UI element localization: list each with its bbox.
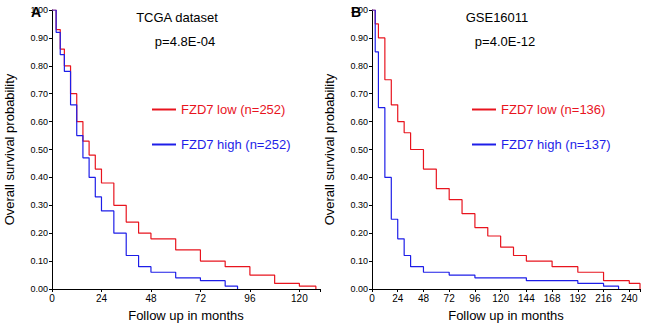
- svg-text:24: 24: [96, 293, 108, 304]
- svg-text:0.70: 0.70: [30, 89, 48, 99]
- svg-text:TCGA dataset: TCGA dataset: [136, 10, 218, 25]
- svg-text:FZD7 low (n=136): FZD7 low (n=136): [501, 102, 605, 117]
- svg-text:96: 96: [244, 293, 256, 304]
- svg-text:0.20: 0.20: [30, 228, 48, 238]
- svg-text:0.60: 0.60: [30, 117, 48, 127]
- svg-text:48: 48: [145, 293, 157, 304]
- svg-text:0.00: 0.00: [30, 284, 48, 294]
- svg-text:0.40: 0.40: [350, 172, 368, 182]
- svg-text:0.70: 0.70: [350, 89, 368, 99]
- svg-text:p=4.0E-12: p=4.0E-12: [475, 34, 535, 49]
- svg-text:0.40: 0.40: [30, 172, 48, 182]
- svg-text:72: 72: [195, 293, 207, 304]
- svg-text:216: 216: [595, 293, 612, 304]
- svg-text:0.10: 0.10: [30, 256, 48, 266]
- svg-text:24: 24: [392, 293, 404, 304]
- svg-text:96: 96: [469, 293, 481, 304]
- svg-text:240: 240: [621, 293, 638, 304]
- svg-text:120: 120: [291, 293, 308, 304]
- svg-text:192: 192: [569, 293, 586, 304]
- svg-text:0.30: 0.30: [30, 200, 48, 210]
- svg-text:144: 144: [518, 293, 535, 304]
- svg-text:0.10: 0.10: [350, 256, 368, 266]
- svg-text:0.00: 0.00: [350, 284, 368, 294]
- svg-text:0.80: 0.80: [30, 61, 48, 71]
- svg-text:72: 72: [444, 293, 456, 304]
- svg-text:Follow up in months: Follow up in months: [128, 308, 244, 323]
- svg-text:0.80: 0.80: [350, 61, 368, 71]
- svg-text:FZD7 low (n=252): FZD7 low (n=252): [181, 102, 285, 117]
- svg-text:Overall survival probability: Overall survival probability: [2, 73, 17, 225]
- svg-text:0.90: 0.90: [30, 33, 48, 43]
- svg-text:0.60: 0.60: [350, 117, 368, 127]
- svg-text:0: 0: [49, 293, 55, 304]
- svg-text:p=4.8E-04: p=4.8E-04: [155, 34, 215, 49]
- svg-text:120: 120: [492, 293, 509, 304]
- svg-text:B: B: [351, 4, 361, 20]
- svg-text:0.90: 0.90: [350, 33, 368, 43]
- svg-text:48: 48: [418, 293, 430, 304]
- svg-text:A: A: [31, 4, 41, 20]
- svg-text:FZD7 high (n=137): FZD7 high (n=137): [501, 137, 610, 152]
- svg-text:Follow up in months: Follow up in months: [448, 308, 564, 323]
- svg-text:0.20: 0.20: [350, 228, 368, 238]
- svg-text:Overall survival probability: Overall survival probability: [322, 73, 337, 225]
- svg-text:0.30: 0.30: [350, 200, 368, 210]
- svg-text:168: 168: [544, 293, 561, 304]
- svg-text:GSE16011: GSE16011: [466, 10, 529, 25]
- svg-text:0.50: 0.50: [350, 145, 368, 155]
- svg-text:FZD7 high (n=252): FZD7 high (n=252): [181, 137, 290, 152]
- svg-text:0: 0: [369, 293, 375, 304]
- svg-text:0.50: 0.50: [30, 145, 48, 155]
